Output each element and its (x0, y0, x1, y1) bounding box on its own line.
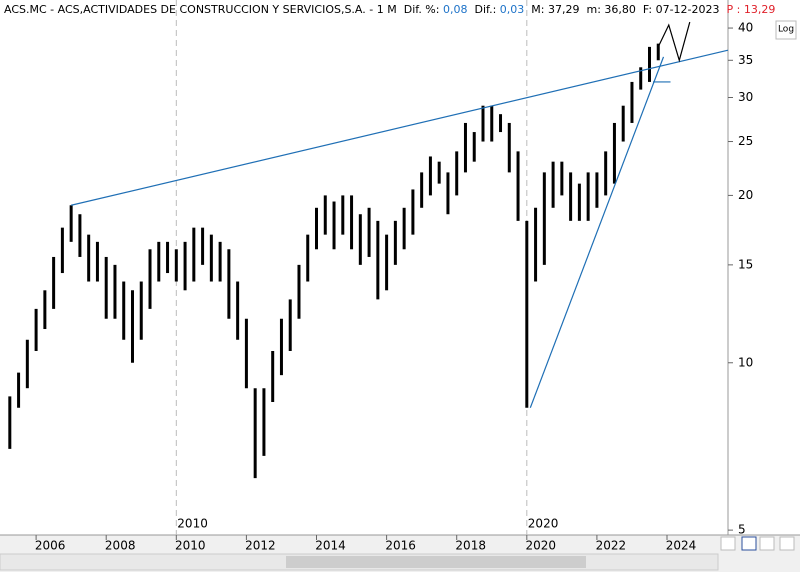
value: 0,03 (499, 3, 525, 16)
zoom-button[interactable] (720, 536, 736, 551)
x-tick-label: 2010 (175, 539, 206, 553)
label: F: (642, 3, 653, 16)
x-tick-label: 2014 (315, 539, 346, 553)
nav-button[interactable] (759, 536, 775, 551)
value: 0,08 (442, 3, 468, 16)
y-tick-label: 35 (738, 53, 753, 67)
trend-line (529, 56, 665, 408)
symbol: ACS.MC - ACS,ACTIVIDADES DE CONSTRUCCION… (4, 3, 397, 16)
y-tick-label: 10 (738, 355, 753, 369)
decade-label: 2010 (177, 517, 208, 531)
y-tick-label: 30 (738, 90, 753, 104)
x-tick-label: 2020 (526, 539, 557, 553)
decade-label: 2020 (528, 517, 559, 531)
x-tick-label: 2012 (245, 539, 276, 553)
x-tick-label: 2018 (455, 539, 486, 553)
x-tick-label: 2022 (596, 539, 627, 553)
x-tick-label: 2008 (105, 539, 136, 553)
trend-line (71, 49, 729, 206)
y-tick-label: 25 (738, 134, 753, 148)
x-tick-label: 2024 (666, 539, 697, 553)
value: 37,29 (547, 3, 580, 16)
x-tick-label: 2006 (35, 539, 66, 553)
y-tick-label: 5 (738, 523, 746, 537)
save-button[interactable] (741, 536, 757, 551)
y-tick-label: 40 (738, 21, 753, 35)
y-tick-label: 20 (738, 188, 753, 202)
y-axis-area (728, 0, 800, 535)
log-button[interactable] (775, 20, 797, 40)
label: Dif.: (474, 3, 497, 16)
label: M: (531, 3, 545, 16)
label: m: (586, 3, 601, 16)
value: 36,80 (604, 3, 636, 16)
trend-line (657, 21, 691, 63)
value: 13,29 (743, 3, 776, 16)
x-tick-label: 2016 (385, 539, 416, 553)
y-tick-label: 15 (738, 257, 753, 271)
label: P : (726, 3, 741, 16)
scroll-thumb[interactable] (286, 556, 586, 568)
label: Dif. %: (403, 3, 440, 16)
header: ACS.MC - ACS,ACTIVIDADES DE CONSTRUCCION… (4, 3, 775, 16)
log-button-label: Log (778, 25, 794, 35)
value: 07-12-2023 (655, 3, 720, 16)
menu-button[interactable] (779, 536, 795, 551)
